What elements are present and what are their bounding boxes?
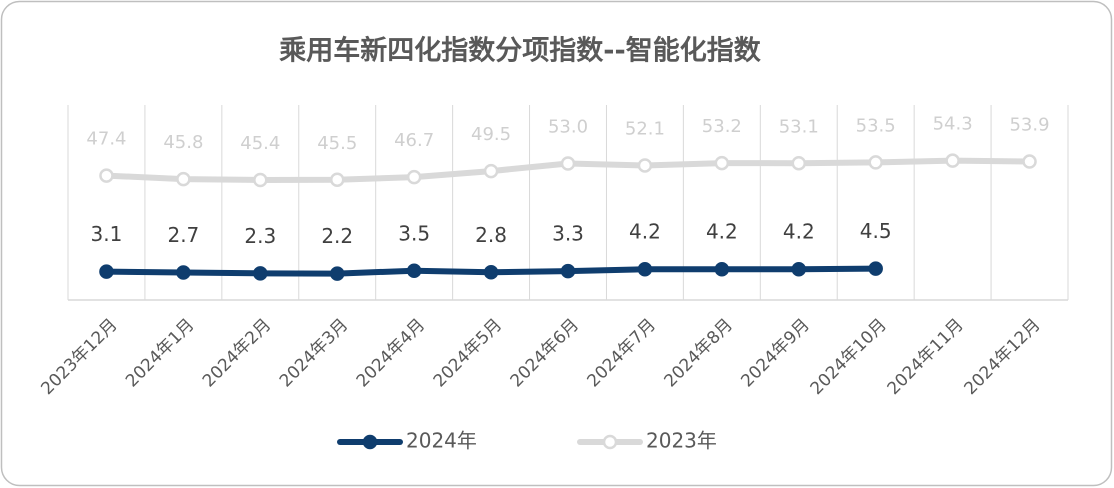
point [791,156,807,171]
point [99,168,114,183]
legend-label: 2024年 [406,429,477,453]
data-label: 3.1 [91,222,123,246]
point [329,172,345,187]
data-label: 45.8 [163,132,203,153]
point [945,153,960,168]
data-label: 45.5 [317,133,357,154]
point [406,169,422,185]
point [176,265,191,280]
data-label: 47.4 [86,129,126,150]
data-label: 45.4 [240,133,280,154]
data-label: 4.2 [629,220,661,244]
data-label: 53.9 [1009,115,1049,136]
data-label: 53.1 [779,116,819,137]
data-label: 2.3 [244,224,276,248]
point [99,264,114,279]
point [253,266,268,281]
data-label: 53.0 [548,117,588,138]
data-label: 52.1 [625,118,665,139]
data-label: 3.5 [398,221,430,245]
data-label: 2.7 [167,223,199,247]
point [329,266,345,281]
data-label: 53.5 [856,115,896,136]
data-label: 4.2 [783,220,815,244]
point [560,156,576,171]
point [637,158,653,173]
point [714,155,730,171]
data-label: 4.5 [860,219,892,243]
point [714,261,730,277]
point [868,261,883,276]
data-label: 49.5 [471,124,511,145]
point [483,265,499,280]
point [176,171,191,187]
point [637,261,653,277]
data-label: 2.8 [475,223,507,247]
data-label: 4.2 [706,220,738,244]
point [791,261,807,277]
point [1022,154,1037,169]
point [406,263,422,278]
point [560,263,576,279]
data-label: 3.3 [552,222,584,246]
data-label: 46.7 [394,130,434,151]
legend-marker [362,434,378,450]
data-label: 2.2 [321,224,353,248]
data-label: 54.3 [933,114,973,135]
data-label: 53.2 [702,116,742,137]
point [868,155,883,170]
point [483,163,499,179]
legend-label: 2023年 [646,429,717,453]
chart-title: 乘用车新四化指数分项指数--智能化指数 [278,35,761,67]
point [253,172,268,188]
legend-marker [602,434,618,450]
